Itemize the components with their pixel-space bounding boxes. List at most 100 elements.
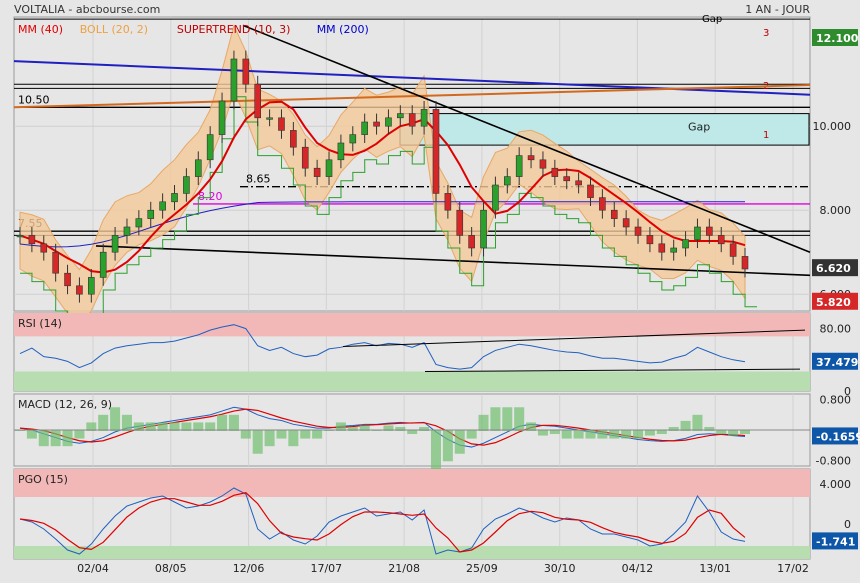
pgo-upper-zone <box>14 469 810 497</box>
candle <box>52 251 59 274</box>
candle <box>729 243 737 257</box>
candle <box>194 159 202 177</box>
y-tick-label: 10.000 <box>813 120 852 133</box>
candle <box>147 209 155 219</box>
candle <box>587 184 594 198</box>
macd-histogram-bar <box>157 422 168 431</box>
macd-histogram-bar <box>728 430 739 436</box>
long-trendline-orange <box>13 84 811 109</box>
macd-histogram-bar <box>383 425 394 431</box>
candle <box>599 197 606 211</box>
candle <box>278 117 285 131</box>
candle <box>325 159 333 177</box>
chart-title: VOLTALIA - abcbourse.com <box>14 3 160 16</box>
indicator-title-1: RSI (14) <box>18 317 62 330</box>
price-badge-0 <box>812 29 858 46</box>
macd-histogram-bar <box>585 430 596 439</box>
macd-histogram-bar <box>478 414 489 431</box>
rsi-oversold-zone <box>14 371 810 391</box>
candle <box>444 193 452 211</box>
macd-histogram-bar <box>62 430 73 447</box>
indicator-tick: 0.800 <box>820 394 852 407</box>
macd-histogram-bar <box>205 422 216 431</box>
macd-histogram-bar <box>573 430 584 439</box>
macd-histogram-bar <box>490 407 501 431</box>
candle <box>456 209 464 236</box>
candle <box>420 109 428 127</box>
indicator-tick: 0 <box>844 518 851 531</box>
candle <box>266 117 273 120</box>
rsi-overbought-zone <box>14 313 810 337</box>
marker-1: 1 <box>763 130 769 141</box>
macd-histogram-bar <box>300 430 311 439</box>
descending-trendline <box>242 24 811 253</box>
candle <box>408 113 416 127</box>
candle <box>515 155 523 177</box>
macd-histogram-bar <box>169 422 180 431</box>
candle <box>183 176 190 194</box>
indicator-badge-3 <box>812 532 858 550</box>
macd-histogram-bar <box>419 426 430 431</box>
macd-histogram-bar <box>609 430 620 439</box>
candle <box>28 235 36 245</box>
x-tick-label: 12/06 <box>233 562 265 575</box>
indicator-badge-2 <box>812 427 858 445</box>
rsi-trendline-top <box>342 329 806 348</box>
macd-histogram-bar <box>656 430 667 435</box>
macd-histogram-bar <box>549 430 560 435</box>
macd-histogram-bar <box>644 430 655 436</box>
candle <box>159 201 166 211</box>
macd-histogram-bar <box>276 430 287 439</box>
legend-item-3: MM (200) <box>317 23 369 36</box>
candle <box>361 121 368 135</box>
indicator-line-3 <box>19 487 746 555</box>
x-tick-label: 08/05 <box>155 562 187 575</box>
macd-histogram-bar <box>395 426 406 431</box>
x-tick-label: 04/12 <box>622 562 654 575</box>
candle <box>503 176 511 186</box>
candle <box>349 134 357 144</box>
x-tick-label: 21/08 <box>388 562 420 575</box>
macd-histogram-bar <box>288 430 299 447</box>
indicator-tick: 4.000 <box>820 478 852 491</box>
macd-histogram-bar <box>692 414 703 431</box>
level-label-0: 10.50 <box>18 93 50 106</box>
candle <box>88 277 95 295</box>
candle <box>575 180 582 186</box>
marker-3: 3 <box>763 28 769 39</box>
rsi-trendline-bottom <box>424 368 801 372</box>
level-label-1: 8.65 <box>246 173 271 186</box>
candle <box>218 100 226 135</box>
macd-histogram-bar <box>526 422 537 431</box>
candle <box>313 167 321 177</box>
indicator-badge-text: -0.1659 <box>816 430 860 443</box>
pgo-lower-zone <box>14 546 810 559</box>
support-trendline <box>95 245 811 277</box>
candle <box>301 146 309 169</box>
candle <box>706 226 713 236</box>
y-tick-label: 8.000 <box>820 204 852 217</box>
indicator-badge-text: -1.741 <box>816 535 855 548</box>
signal-line-3 <box>19 492 746 553</box>
x-tick-label: 13/01 <box>699 562 731 575</box>
candle <box>230 58 238 102</box>
macd-histogram-bar <box>240 430 251 439</box>
macd-histogram-bar <box>121 414 132 431</box>
macd-histogram-bar <box>110 407 121 431</box>
candle <box>634 226 642 236</box>
macd-histogram-bar <box>181 422 192 431</box>
candle <box>373 121 380 127</box>
macd-histogram-bar <box>217 414 228 431</box>
candle <box>385 117 392 127</box>
candle <box>480 209 487 249</box>
macd-histogram-bar <box>407 430 418 435</box>
x-tick-label: 17/07 <box>310 562 342 575</box>
candle <box>206 134 214 161</box>
indicator-tick: -0.800 <box>816 454 851 467</box>
macd-histogram-bar <box>98 414 109 431</box>
candle <box>16 235 24 238</box>
macd-histogram-bar <box>312 430 323 439</box>
macd-histogram-bar <box>561 430 572 439</box>
macd-histogram-bar <box>597 430 608 439</box>
